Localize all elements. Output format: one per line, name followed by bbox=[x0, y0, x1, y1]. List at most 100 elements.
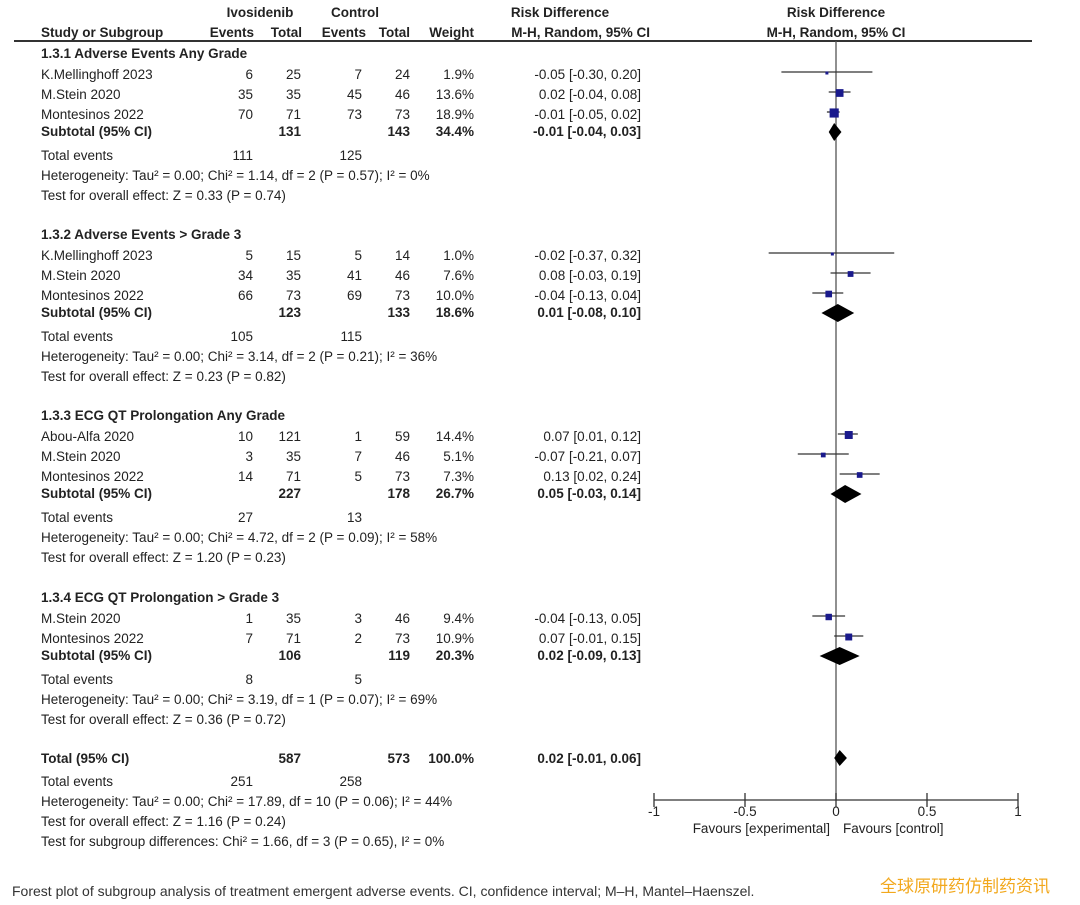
plot-method-header: M-H, Random, 95% CI bbox=[766, 25, 906, 40]
subtotal-diamond bbox=[828, 123, 842, 141]
ivo-events: 70 bbox=[237, 107, 253, 122]
subgroup-title: 1.3.4 ECG QT Prolongation > Grade 3 bbox=[41, 590, 280, 605]
study-ci: 0.13 [0.02, 0.24] bbox=[543, 469, 641, 484]
ctrl-total: 73 bbox=[394, 469, 410, 484]
overall-effect-text: Test for overall effect: Z = 0.23 (P = 0… bbox=[41, 369, 286, 384]
study-point bbox=[844, 431, 853, 439]
total-ctrl-total: 573 bbox=[387, 751, 410, 766]
study-weight: 7.3% bbox=[443, 469, 474, 484]
study-weight: 13.6% bbox=[435, 87, 474, 102]
study-point bbox=[845, 633, 853, 641]
ctrl-events: 5 bbox=[354, 248, 362, 263]
total-events-ctrl: 13 bbox=[346, 510, 362, 525]
subgroup-title: 1.3.1 Adverse Events Any Grade bbox=[41, 46, 248, 61]
x-tick-label: -1 bbox=[647, 804, 660, 819]
overall-total-events-ctrl: 258 bbox=[339, 774, 362, 789]
study-point bbox=[825, 71, 829, 75]
subtotal-label: Subtotal (95% CI) bbox=[41, 124, 153, 139]
study-name: M.Stein 2020 bbox=[41, 449, 121, 464]
overall-effect-test: Test for overall effect: Z = 1.16 (P = 0… bbox=[41, 814, 286, 829]
ctrl-total: 73 bbox=[394, 288, 410, 303]
total-events-label: Total events bbox=[41, 148, 114, 163]
study-ci: 0.07 [0.01, 0.12] bbox=[543, 429, 641, 444]
study-point bbox=[835, 89, 844, 97]
ivo-events: 35 bbox=[237, 87, 253, 102]
figure-caption: Forest plot of subgroup analysis of trea… bbox=[12, 883, 755, 899]
ivo-total: 35 bbox=[285, 87, 301, 102]
ctrl-total: 59 bbox=[394, 429, 410, 444]
favours-control-label: Favours [control] bbox=[843, 821, 944, 836]
ivo-events: 5 bbox=[245, 248, 253, 263]
overall-heterogeneity: Heterogeneity: Tau² = 0.00; Chi² = 17.89… bbox=[41, 794, 453, 809]
x-tick-label: 0.5 bbox=[917, 804, 937, 819]
study-point bbox=[825, 290, 833, 298]
ctrl-total: 46 bbox=[394, 268, 410, 283]
heterogeneity-text: Heterogeneity: Tau² = 0.00; Chi² = 3.14,… bbox=[41, 349, 438, 364]
ivo-total-header: Total bbox=[270, 25, 302, 40]
subtotal-diamond bbox=[830, 485, 862, 503]
total-events-ctrl: 125 bbox=[339, 148, 362, 163]
ctrl-total: 46 bbox=[394, 611, 410, 626]
subtotal-diamond bbox=[819, 647, 860, 665]
total-events-ivo: 111 bbox=[232, 148, 253, 163]
ivo-total: 73 bbox=[285, 288, 301, 303]
study-name: M.Stein 2020 bbox=[41, 87, 121, 102]
ivo-events: 6 bbox=[245, 67, 253, 82]
total-events-ivo: 8 bbox=[245, 672, 253, 687]
subtotal-ci: 0.02 [-0.09, 0.13] bbox=[537, 648, 641, 663]
ivo-events-header: Events bbox=[209, 25, 254, 40]
subtotal-ci: 0.05 [-0.03, 0.14] bbox=[537, 486, 641, 501]
overall-effect-text: Test for overall effect: Z = 1.20 (P = 0… bbox=[41, 550, 286, 565]
subtotal-ivo-total: 131 bbox=[278, 124, 301, 139]
total-diamond bbox=[834, 750, 847, 766]
subtotal-weight: 34.4% bbox=[435, 124, 474, 139]
study-weight: 1.9% bbox=[443, 67, 474, 82]
ctrl-total: 46 bbox=[394, 87, 410, 102]
ctrl-events: 2 bbox=[354, 631, 362, 646]
ctrl-events: 41 bbox=[346, 268, 362, 283]
ivo-total: 35 bbox=[285, 268, 301, 283]
ivo-total: 71 bbox=[285, 107, 301, 122]
subtotal-ctrl-total: 119 bbox=[388, 648, 410, 663]
x-tick-label: 1 bbox=[1014, 804, 1022, 819]
study-ci: -0.04 [-0.13, 0.05] bbox=[534, 611, 641, 626]
ctrl-events: 69 bbox=[346, 288, 362, 303]
ctrl-events: 73 bbox=[346, 107, 362, 122]
ivo-total: 121 bbox=[278, 429, 301, 444]
ivo-events: 3 bbox=[245, 449, 253, 464]
study-ci: -0.01 [-0.05, 0.02] bbox=[534, 107, 641, 122]
total-events-label: Total events bbox=[41, 329, 114, 344]
study-weight: 9.4% bbox=[443, 611, 474, 626]
study-weight: 1.0% bbox=[443, 248, 474, 263]
ivo-events: 34 bbox=[237, 268, 253, 283]
subtotal-label: Subtotal (95% CI) bbox=[41, 486, 153, 501]
overall-total-events-label: Total events bbox=[41, 774, 114, 789]
total-events-ivo: 27 bbox=[237, 510, 253, 525]
study-weight: 10.9% bbox=[435, 631, 474, 646]
plot-title: Risk Difference bbox=[786, 5, 886, 20]
study-weight: 5.1% bbox=[443, 449, 474, 464]
group1-header: Ivosidenib bbox=[226, 5, 294, 20]
watermark: 全球原研药仿制药资讯 bbox=[880, 877, 1050, 897]
study-point bbox=[830, 252, 834, 256]
subgroup-title: 1.3.3 ECG QT Prolongation Any Grade bbox=[41, 408, 286, 423]
total-ivo-total: 587 bbox=[278, 751, 301, 766]
study-point bbox=[825, 613, 832, 621]
overall-total-events-ivo: 251 bbox=[230, 774, 253, 789]
heterogeneity-text: Heterogeneity: Tau² = 0.00; Chi² = 4.72,… bbox=[41, 530, 438, 545]
subtotal-weight: 20.3% bbox=[435, 648, 474, 663]
ctrl-total: 73 bbox=[394, 631, 410, 646]
subtotal-label: Subtotal (95% CI) bbox=[41, 648, 153, 663]
ivo-total: 15 bbox=[285, 248, 301, 263]
ctrl-events-header: Events bbox=[321, 25, 366, 40]
overall-effect-text: Test for overall effect: Z = 0.33 (P = 0… bbox=[41, 188, 286, 203]
subtotal-ctrl-total: 143 bbox=[387, 124, 410, 139]
ivo-total: 35 bbox=[285, 449, 301, 464]
total-events-ctrl: 5 bbox=[354, 672, 362, 687]
ivo-total: 71 bbox=[285, 631, 301, 646]
study-ci: -0.07 [-0.21, 0.07] bbox=[534, 449, 641, 464]
total-events-label: Total events bbox=[41, 672, 114, 687]
study-name: M.Stein 2020 bbox=[41, 611, 121, 626]
study-weight: 14.4% bbox=[435, 429, 474, 444]
subtotal-ivo-total: 123 bbox=[278, 305, 301, 320]
